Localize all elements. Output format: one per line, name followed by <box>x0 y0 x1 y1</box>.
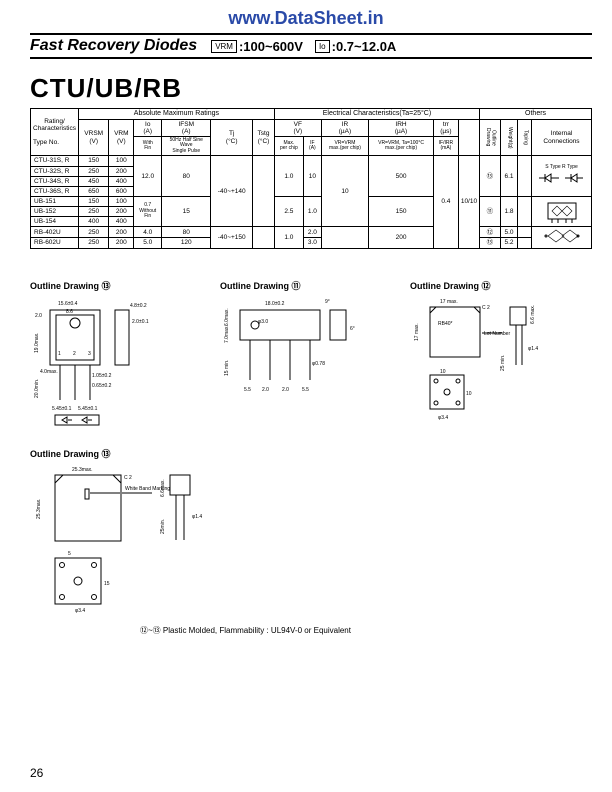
svg-text:25 min.: 25 min. <box>500 354 506 370</box>
svg-text:6.0max.: 6.0max. <box>224 308 230 326</box>
table-row: CTU-31S, R 150100 12.0 80 -40~+140 1.0 1… <box>31 156 592 166</box>
svg-text:2.0: 2.0 <box>35 313 42 319</box>
outline-drawing-3: Outline Drawing ⑫ 17 max. C 2 RB40* Lot … <box>410 279 570 437</box>
svg-text:1.05±0.2: 1.05±0.2 <box>92 373 112 379</box>
outline-drawing-4: Outline Drawing ⑬ 25.3max. C 2 White Ban… <box>30 447 210 615</box>
col-rating: Rating/ Characteristics Type No. <box>31 109 79 156</box>
col-ifsm: IFSM (A) <box>162 119 211 136</box>
page-title: Fast Recovery Diodes <box>30 37 197 55</box>
page-number: 26 <box>30 766 43 780</box>
header-bar: Fast Recovery Diodes VRM :100~600V Io :0… <box>30 33 592 59</box>
svg-text:9°: 9° <box>325 299 330 305</box>
subcol-vfmax: Max. per chip <box>274 136 303 156</box>
col-outline: Outline Drawing <box>480 119 500 156</box>
col-taping: Taping <box>518 119 532 156</box>
svg-text:2.0: 2.0 <box>282 387 289 393</box>
spec-table-wrap: Rating/ Characteristics Type No. Absolut… <box>30 108 592 249</box>
section-abs: Absolute Maximum Ratings <box>79 109 275 120</box>
col-ir: IR (µA) <box>321 119 368 136</box>
svg-text:19.0max.: 19.0max. <box>34 332 40 353</box>
bridge2-symbol-icon <box>542 228 582 244</box>
outline-drawing-2: Outline Drawing ⑪ 18.0±0.2 9° 6° 6.0max.… <box>220 279 370 437</box>
svg-text:5.45±0.1: 5.45±0.1 <box>78 406 98 412</box>
svg-text:3: 3 <box>88 351 91 357</box>
col-weight: Weight(g) <box>500 119 518 156</box>
svg-text:φ3.4: φ3.4 <box>438 415 448 421</box>
footnote: ⑫~⑬ Plastic Molded, Flammability : UL94V… <box>140 625 612 636</box>
svg-text:7.0max.: 7.0max. <box>224 325 230 343</box>
col-internal: Internal Connections <box>532 119 592 156</box>
svg-text:5: 5 <box>68 551 71 557</box>
part-number-title: CTU/UB/RB <box>30 73 612 104</box>
svg-text:C 2: C 2 <box>124 475 132 481</box>
col-tj: Tj (°C) <box>211 119 253 156</box>
col-irh: IRH (µA) <box>369 119 434 136</box>
svg-text:φ3.4: φ3.4 <box>75 608 85 613</box>
svg-text:5.5: 5.5 <box>302 387 309 393</box>
svg-text:φ0.78: φ0.78 <box>312 361 325 367</box>
col-vf: VF (V) <box>274 119 321 136</box>
table-row: UB-151150100 0.7 Without Fin 15 2.5 1.0 … <box>31 197 592 207</box>
table-row: RB-402U250200 4.080 -40~+150 1.0 2.0 200… <box>31 227 592 238</box>
svg-text:4.8±0.2: 4.8±0.2 <box>130 303 147 309</box>
col-tstg: Tstg (°C) <box>253 119 275 156</box>
subcol-io: With Fin <box>134 136 162 156</box>
subcol-ifsm: 50Hz Half Sine Wave Single Pulse <box>162 136 211 156</box>
svg-text:2: 2 <box>73 351 76 357</box>
svg-text:15 min.: 15 min. <box>224 359 230 375</box>
svg-text:RB40*: RB40* <box>438 321 453 327</box>
spec-box-io: Io <box>315 40 330 53</box>
svg-text:6.6max.: 6.6max. <box>160 479 166 497</box>
svg-text:25min.: 25min. <box>160 519 166 534</box>
svg-text:4.0max.: 4.0max. <box>40 369 58 375</box>
svg-text:8.6: 8.6 <box>66 309 73 315</box>
svg-text:Lot Number: Lot Number <box>484 331 510 337</box>
svg-text:5.5: 5.5 <box>244 387 251 393</box>
svg-text:6.6 max.: 6.6 max. <box>530 304 536 323</box>
diode-symbol-icon <box>537 171 587 185</box>
svg-text:φ3.0: φ3.0 <box>258 319 268 325</box>
spec-box-vrm: VRM <box>211 40 237 53</box>
svg-text:10: 10 <box>466 391 472 397</box>
svg-text:25.3max.: 25.3max. <box>36 498 42 519</box>
section-elec: Electrical Characteristics(Ta=25°C) <box>274 109 479 120</box>
svg-text:C 2: C 2 <box>482 305 490 311</box>
spec-io-value: :0.7~12.0A <box>332 39 397 54</box>
col-vrsm: VRSM (V) <box>79 119 109 156</box>
col-trr: trr (µs) <box>433 119 458 136</box>
table-row: RB-602U250200 5.0120 3.0 ⑬5.2 <box>31 238 592 249</box>
spec-table: Rating/ Characteristics Type No. Absolut… <box>30 108 592 249</box>
svg-text:20.0min.: 20.0min. <box>34 378 40 397</box>
svg-text:25.3max.: 25.3max. <box>72 467 93 473</box>
svg-text:17 max.: 17 max. <box>414 323 420 341</box>
svg-text:15: 15 <box>104 581 110 587</box>
svg-text:18.0±0.2: 18.0±0.2 <box>265 301 285 307</box>
subcol-if: IF (A) <box>303 136 321 156</box>
svg-text:15.6±0.4: 15.6±0.4 <box>58 301 78 307</box>
svg-text:2.0: 2.0 <box>262 387 269 393</box>
col-vrm: VRM (V) <box>109 119 134 156</box>
col-io: Io (A) <box>134 119 162 136</box>
spec-vrm-value: :100~600V <box>239 39 303 54</box>
svg-text:5.45±0.1: 5.45±0.1 <box>52 406 72 412</box>
subcol-irh: VR=VRM, Ta=100°C max.(per chip) <box>369 136 434 156</box>
svg-text:2.0±0.1: 2.0±0.1 <box>132 319 149 325</box>
bridge-symbol-icon <box>542 199 582 223</box>
svg-text:1: 1 <box>58 351 61 357</box>
outline-drawings: Outline Drawing ⑬ 15.6±0.4 8.6 2.0 19.0m… <box>30 279 592 615</box>
svg-text:6°: 6° <box>350 326 355 332</box>
svg-text:17 max.: 17 max. <box>440 299 458 305</box>
subcol-ir: VR=VRM max.(per chip) <box>321 136 368 156</box>
outline-drawing-1: Outline Drawing ⑬ 15.6±0.4 8.6 2.0 19.0m… <box>30 279 180 437</box>
svg-text:10: 10 <box>440 369 446 375</box>
subcol-trr: IF/IRR (mA) <box>433 136 458 156</box>
svg-text:φ1.4: φ1.4 <box>192 514 202 520</box>
svg-text:0.65±0.2: 0.65±0.2 <box>92 383 112 389</box>
svg-text:φ1.4: φ1.4 <box>528 346 538 352</box>
source-url: www.DataSheet.in <box>0 0 612 29</box>
section-others: Others <box>480 109 592 120</box>
